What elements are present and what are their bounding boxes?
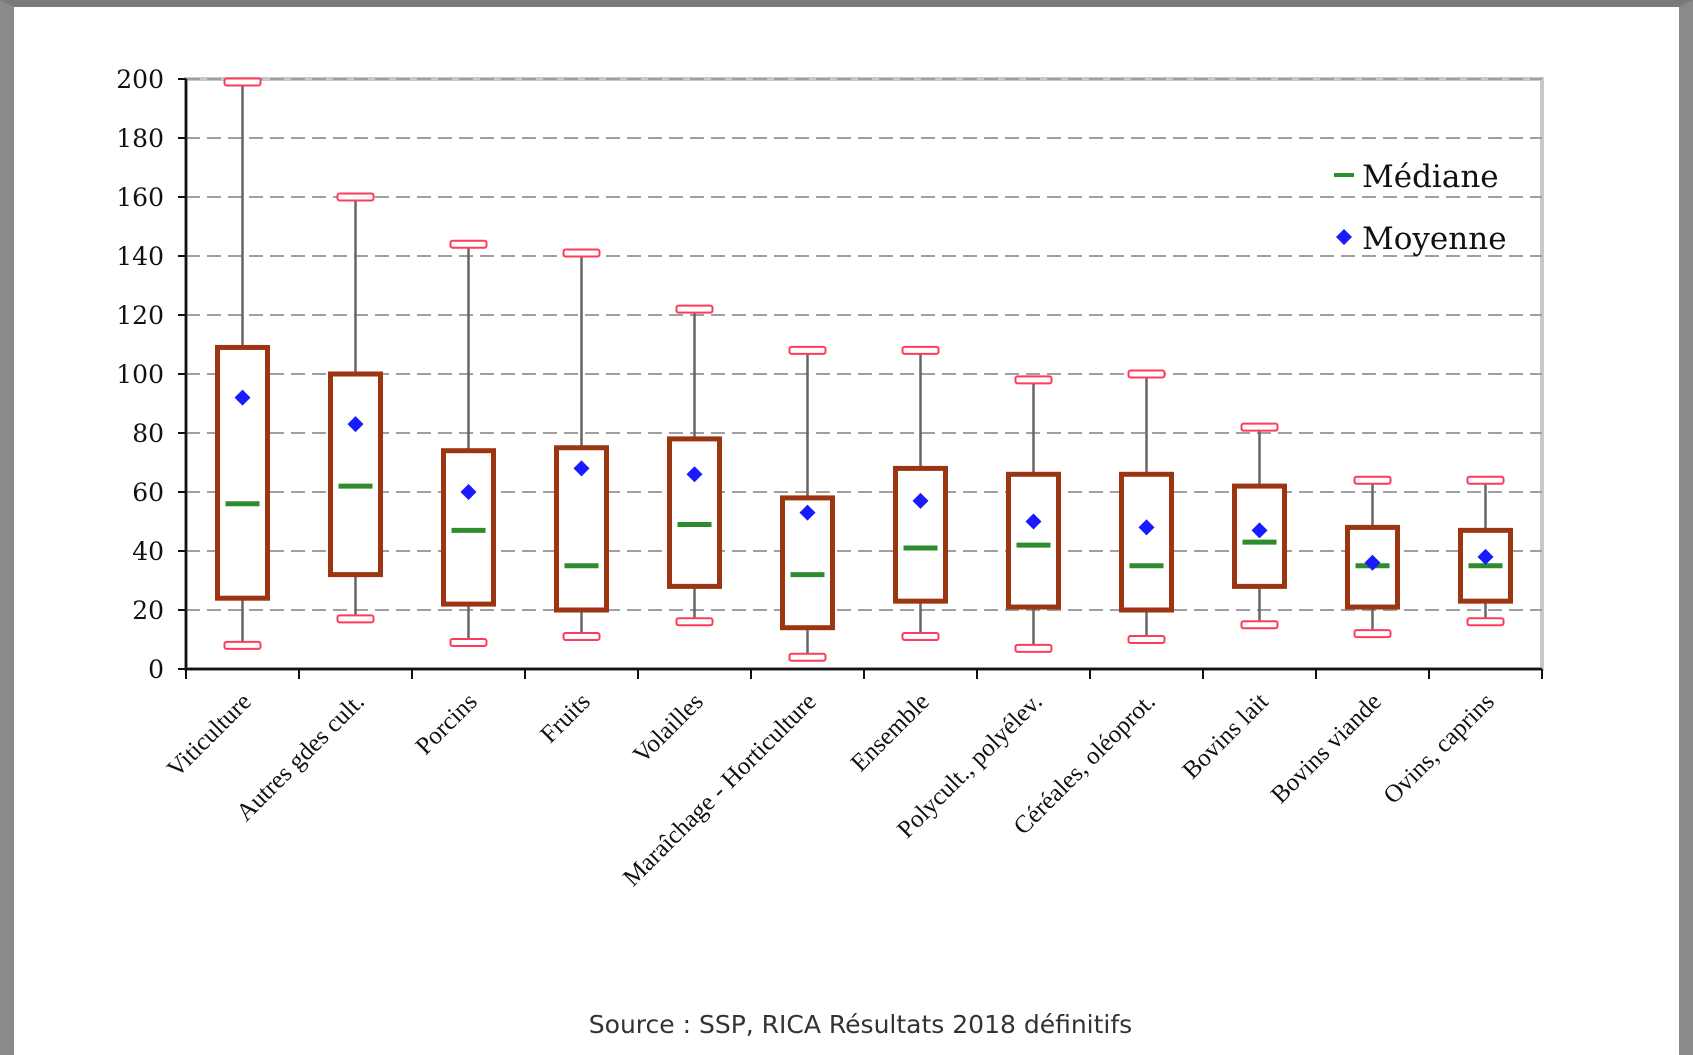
mean-marker: [1477, 548, 1494, 565]
whisker-cap-min: [1127, 635, 1166, 644]
y-tick-label: 80: [132, 419, 164, 448]
box-3: [554, 248, 609, 642]
box-8: [1119, 369, 1174, 644]
y-tick-label: 40: [132, 537, 164, 566]
whisker-cap-max: [1466, 475, 1505, 485]
box-6: [893, 345, 948, 642]
y-tick-label: 160: [116, 183, 164, 212]
whisker-cap-max: [336, 192, 375, 202]
box-4: [667, 304, 722, 627]
mean-marker: [1364, 554, 1381, 571]
whisker-cap-min: [336, 614, 375, 624]
category-label: Fruits: [535, 688, 595, 748]
whisker-cap-min: [562, 632, 601, 642]
legend-label: Moyenne: [1362, 221, 1507, 257]
legend: Médiane Moyenne: [1334, 159, 1507, 257]
iqr-box: [441, 448, 496, 607]
category-label: Viticulture: [162, 688, 257, 783]
box-11: [1458, 475, 1513, 627]
whisker-cap-min: [901, 632, 940, 642]
category-label: Volailles: [628, 688, 709, 769]
mean-marker: [1138, 519, 1155, 536]
whisker-cap-max: [1240, 422, 1279, 432]
legend-label: Médiane: [1362, 159, 1499, 195]
y-tick-label: 200: [116, 65, 164, 94]
category-label: Bovins lait: [1178, 688, 1274, 784]
whisker-cap-max: [1353, 475, 1392, 485]
box-5: [780, 345, 835, 662]
box-0: [215, 77, 270, 650]
whisker-cap-max: [223, 77, 262, 87]
iqr-box: [893, 465, 948, 604]
whisker-cap-min: [1014, 643, 1053, 653]
category-label: Maraîchage - Horticulture: [618, 688, 822, 892]
iqr-box: [328, 371, 383, 578]
whisker-cap-max: [449, 239, 488, 249]
y-tick-label: 60: [132, 478, 164, 507]
mean-marker: [1025, 513, 1042, 530]
whisker-cap-max: [562, 248, 601, 258]
mean-marker: [234, 389, 251, 406]
iqr-box: [1119, 471, 1174, 613]
iqr-box: [215, 344, 270, 601]
iqr-box: [667, 436, 722, 589]
y-tick-label: 140: [116, 242, 164, 271]
box-1: [328, 192, 383, 624]
whisker-cap-max: [675, 304, 714, 314]
whisker-cap-min: [1240, 620, 1279, 630]
iqr-box: [1006, 471, 1061, 610]
mean-marker: [912, 492, 929, 509]
category-label: Bovins viande: [1266, 688, 1387, 809]
whisker-cap-min: [1466, 617, 1505, 627]
whisker-cap-min: [449, 637, 488, 647]
whisker-cap-min: [788, 652, 827, 662]
y-tick-label: 100: [116, 360, 164, 389]
mean-marker: [1251, 522, 1268, 539]
box-7: [1006, 375, 1061, 653]
whisker-cap-max: [901, 345, 940, 355]
category-label: Ovins, caprins: [1379, 688, 1500, 809]
box-series: [215, 77, 1513, 662]
mean-marker: [799, 504, 816, 521]
whisker-cap-min: [223, 640, 262, 650]
mean-marker: [686, 466, 703, 483]
y-axis: 0 20 40 60 80 100 120 140 160 180 200: [116, 65, 188, 684]
box-2: [441, 239, 496, 647]
boxplot-chart: 0 20 40 60 80 100 120 140 160 180 200 ViticultureA…: [116, 65, 1544, 892]
box-9: [1232, 422, 1287, 630]
mean-marker: [460, 484, 477, 500]
category-label: Porcins: [411, 688, 483, 760]
box-10: [1345, 475, 1400, 639]
category-label: Ensemble: [846, 688, 935, 777]
whisker-cap-max: [1127, 369, 1166, 379]
y-tick-label: 20: [132, 596, 164, 625]
y-tick-label: 0: [148, 655, 164, 684]
mean-marker: [347, 416, 364, 433]
mean-marker: [573, 460, 590, 477]
whisker-cap-min: [675, 617, 714, 627]
legend-mean-swatch: [1336, 229, 1352, 245]
y-tick-label: 120: [116, 301, 164, 330]
gridlines: [186, 78, 1542, 611]
whisker-cap-min: [1353, 629, 1392, 639]
y-tick-label: 180: [116, 124, 164, 153]
source-note: Source : SSP, RICA Résultats 2018 défini…: [588, 1010, 1133, 1039]
whisker-cap-max: [1014, 375, 1053, 385]
whisker-cap-max: [788, 345, 827, 355]
